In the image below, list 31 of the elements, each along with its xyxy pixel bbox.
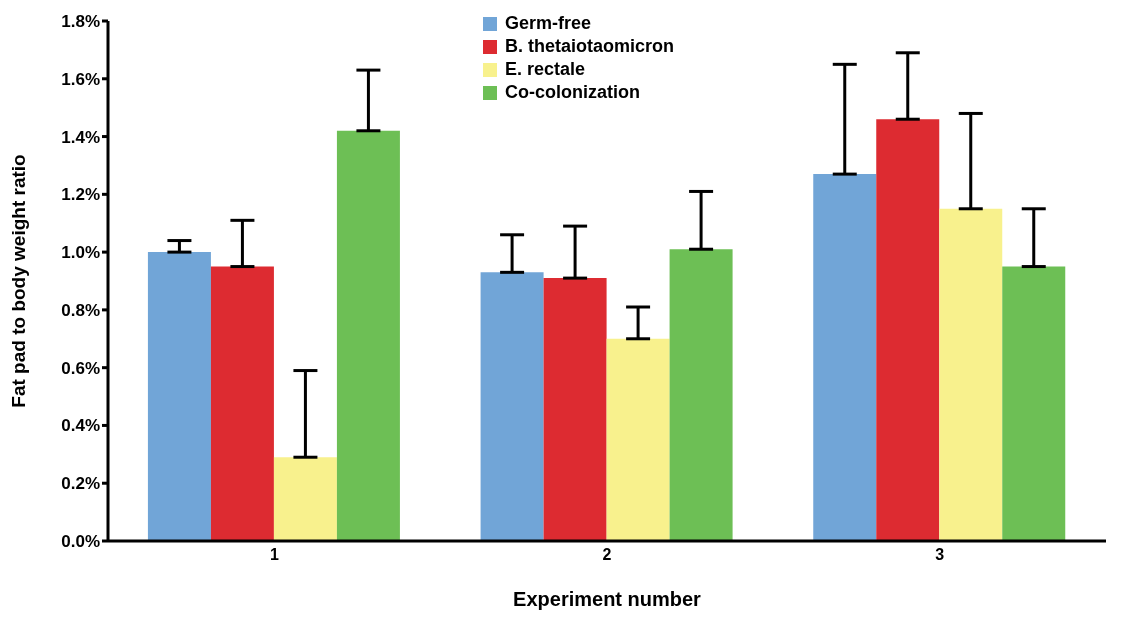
x-tick-label: 3 (935, 546, 945, 564)
legend-label: Germ-free (505, 13, 592, 34)
x-axis-title: Experiment number (513, 588, 702, 610)
bar (480, 272, 544, 541)
bar (606, 338, 670, 541)
x-tick-label: 1 (269, 546, 279, 564)
y-tick-label: 0.4% (61, 416, 100, 436)
y-tick-label: 0.6% (61, 358, 100, 378)
bar (876, 119, 940, 541)
bar (939, 208, 1003, 541)
bar (336, 130, 400, 541)
y-tick-label: 1.0% (61, 243, 100, 263)
legend-label: Co-colonization (505, 82, 640, 103)
bar (210, 266, 274, 541)
x-tick-label: 2 (602, 546, 612, 564)
y-tick-label: 1.4% (61, 127, 100, 147)
bar (1002, 266, 1066, 541)
y-tick-label: 1.2% (61, 185, 100, 205)
bar (813, 174, 877, 541)
bar (273, 457, 337, 541)
bar (147, 252, 211, 541)
legend-label: E. rectale (505, 59, 586, 80)
bar (669, 249, 733, 541)
y-tick-label: 0.8% (61, 300, 100, 320)
y-tick-label: 1.8% (61, 12, 100, 32)
y-axis-title: Fat pad to body weight ratio (7, 154, 29, 408)
y-tick-label: 0.2% (61, 474, 100, 494)
y-tick-label: 1.6% (61, 69, 100, 89)
legend-label: B. thetaiotaomicron (505, 36, 675, 57)
y-tick-label: 0.0% (61, 532, 100, 552)
bar (543, 278, 607, 541)
